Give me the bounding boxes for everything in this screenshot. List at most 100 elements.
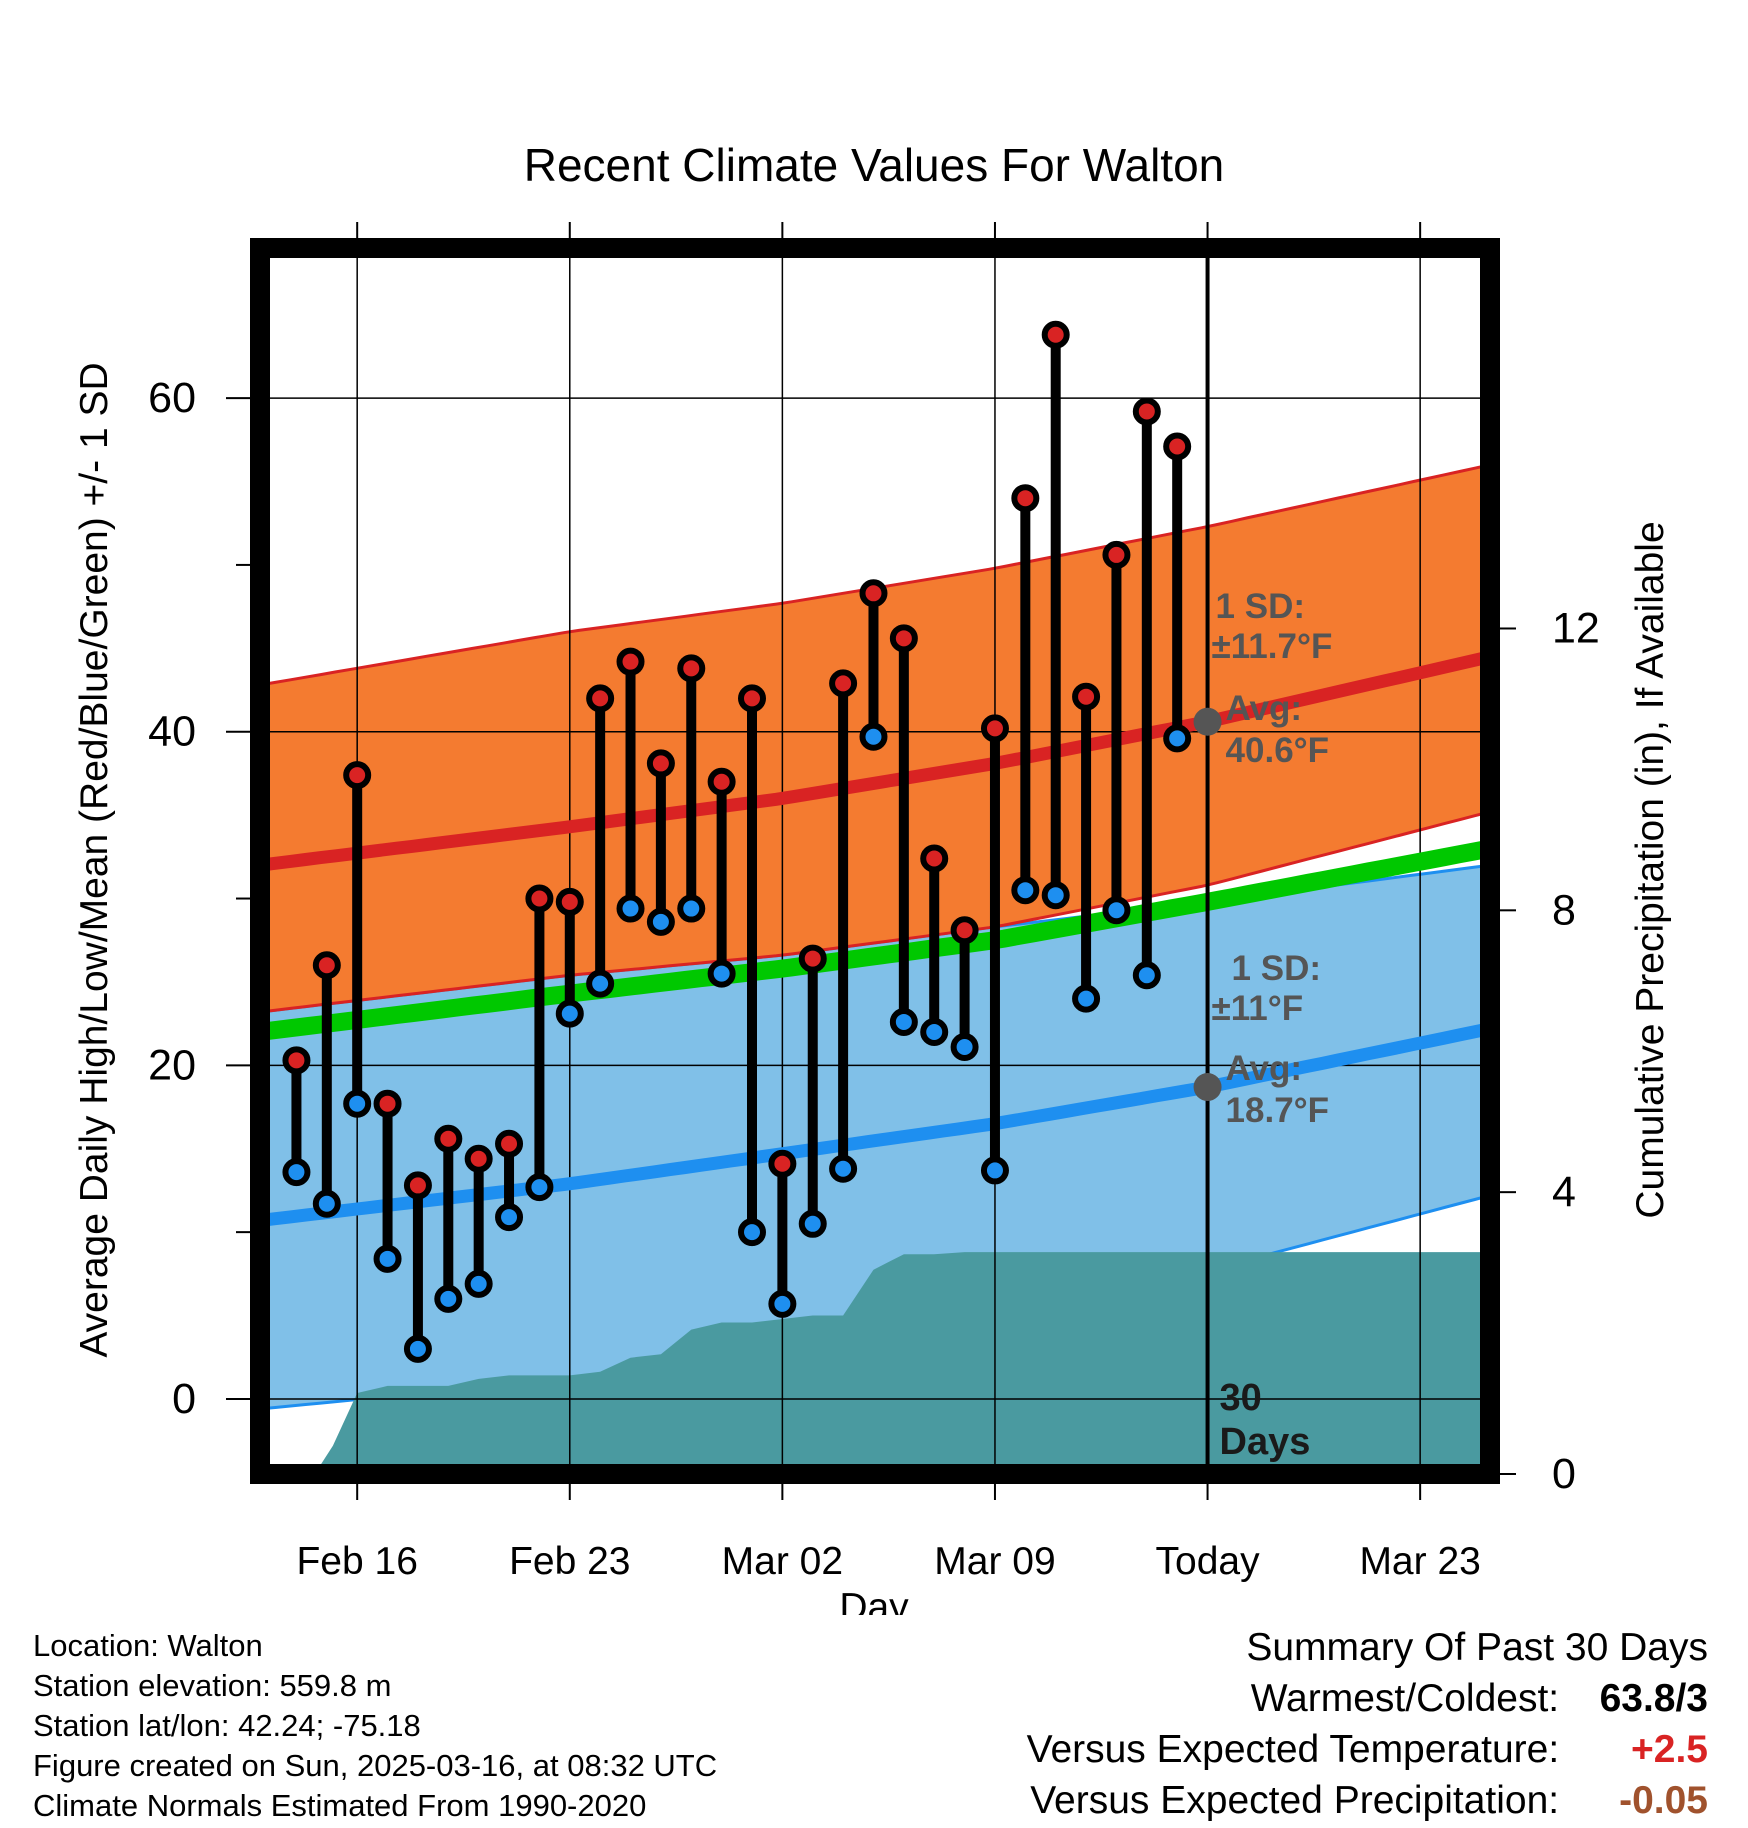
- daily-low-point: [1132, 961, 1161, 990]
- x-tick-label: Mar 02: [722, 1540, 843, 1583]
- y-right-tick-label: 8: [1552, 886, 1576, 934]
- daily-low-point: [889, 1007, 918, 1036]
- daily-high-point: [1163, 432, 1192, 461]
- high-avg-annotation: Avg:: [1226, 689, 1302, 728]
- high-today-avg-marker: [1193, 707, 1222, 736]
- daily-high-point: [677, 654, 706, 683]
- daily-low-point: [920, 1017, 949, 1046]
- high-avg-annotation: 40.6°F: [1226, 731, 1330, 770]
- today-days-label: Days: [1220, 1421, 1311, 1463]
- daily-low-point: [829, 1154, 858, 1183]
- daily-low-point: [616, 894, 645, 923]
- y-axis-label-left: Average Daily High/Low/Mean (Red/Blue/Gr…: [73, 362, 116, 1357]
- x-tick-label: Feb 16: [296, 1540, 417, 1583]
- daily-high-point: [859, 579, 888, 608]
- daily-low-point: [738, 1218, 766, 1247]
- climate-chart: Recent Climate Values For Walton Average…: [73, 139, 1672, 1615]
- low-sd-annotation: 1 SD:: [1232, 949, 1321, 988]
- y-left-tick-label: 0: [172, 1375, 196, 1423]
- normals-text: Climate Normals Estimated From 1990-2020: [33, 1788, 647, 1823]
- daily-low-point: [646, 907, 675, 936]
- daily-high-point: [464, 1144, 493, 1173]
- y-right-tick-label: 12: [1552, 604, 1600, 652]
- daily-low-point: [586, 969, 615, 998]
- normal-low-line: [260, 1022, 1490, 1227]
- precip-anomaly-value: -0.05: [1619, 1779, 1708, 1822]
- daily-low-point: [555, 999, 584, 1028]
- daily-high-point: [373, 1089, 402, 1118]
- plot-frame: [250, 238, 1500, 1484]
- summary-title: Summary Of Past 30 Days: [1246, 1626, 1708, 1669]
- x-tick-label: Today: [1156, 1540, 1261, 1583]
- x-axis-label: Day: [839, 1586, 909, 1615]
- location-text: Location: Walton: [33, 1628, 263, 1663]
- daily-high-point: [738, 684, 766, 713]
- high-sd-lower-line: [260, 810, 1490, 1014]
- daily-high-point: [555, 887, 584, 916]
- temp-anomaly-label: Versus Expected Temperature:: [1026, 1728, 1560, 1771]
- daily-low-point: [980, 1156, 1009, 1185]
- daily-high-point: [525, 884, 554, 913]
- latlon-text: Station lat/lon: 42.24; -75.18: [33, 1708, 421, 1743]
- daily-high-point: [980, 714, 1009, 743]
- low-avg-annotation: Avg:: [1226, 1049, 1302, 1088]
- warmest-coldest-value: 63.8/3: [1599, 1677, 1708, 1720]
- elevation-text: Station elevation: 559.8 m: [33, 1668, 392, 1703]
- daily-low-point: [1102, 896, 1131, 925]
- x-tick-label: Mar 23: [1359, 1540, 1480, 1583]
- high-sd-annotation: ±11.7°F: [1212, 627, 1333, 666]
- warmest-coldest-label: Warmest/Coldest:: [1250, 1677, 1560, 1720]
- daily-high-point: [616, 647, 645, 676]
- daily-high-point: [707, 767, 736, 796]
- low-today-avg-marker: [1193, 1073, 1222, 1102]
- daily-high-point: [403, 1171, 432, 1200]
- daily-low-point: [798, 1209, 827, 1238]
- daily-high-point: [586, 684, 615, 713]
- today-days-label: 30: [1220, 1377, 1262, 1419]
- normal-high-line: [260, 650, 1490, 872]
- daily-low-point: [343, 1089, 372, 1118]
- daily-low-point: [312, 1189, 341, 1218]
- daily-low-point: [859, 722, 888, 751]
- daily-low-point: [1163, 724, 1192, 753]
- daily-low-point: [1041, 881, 1070, 910]
- daily-high-point: [312, 951, 341, 980]
- precip-anomaly-label: Versus Expected Precipitation:: [1030, 1779, 1560, 1822]
- summary-panel: Summary Of Past 30 Days Warmest/Coldest:…: [1027, 1622, 1708, 1826]
- daily-high-point: [1102, 540, 1131, 569]
- daily-high-point: [1041, 320, 1070, 349]
- daily-low-point: [768, 1289, 797, 1318]
- station-info: Location: Walton Station elevation: 559.…: [33, 1626, 717, 1826]
- y-left-tick-label: 20: [148, 1041, 196, 1089]
- temp-anomaly-value: +2.5: [1631, 1728, 1708, 1771]
- chart-title: Recent Climate Values For Walton: [524, 139, 1225, 191]
- daily-low-point: [1011, 876, 1040, 905]
- daily-high-point: [950, 916, 979, 945]
- normal-mean-line: [260, 839, 1490, 1041]
- y-right-tick-label: 0: [1552, 1450, 1576, 1498]
- y-axis-label-right: Cumulative Precipitation (in), If Availa…: [1629, 521, 1672, 1218]
- daily-high-point: [768, 1149, 797, 1178]
- daily-low-point: [495, 1203, 524, 1232]
- daily-low-point: [403, 1334, 432, 1363]
- low-sd-annotation: ±11°F: [1212, 989, 1304, 1028]
- daily-high-point: [1072, 682, 1101, 711]
- daily-high-point: [829, 669, 858, 698]
- daily-high-point: [646, 749, 675, 778]
- precipitation-area: [260, 1252, 1490, 1474]
- daily-low-point: [707, 959, 736, 988]
- daily-high-point: [1011, 484, 1040, 513]
- x-tick-label: Mar 09: [934, 1540, 1055, 1583]
- daily-high-point: [495, 1129, 524, 1158]
- daily-high-point: [798, 944, 827, 973]
- high-sd-annotation: 1 SD:: [1216, 587, 1305, 626]
- y-right-tick-label: 4: [1552, 1168, 1576, 1216]
- daily-high-point: [343, 761, 372, 790]
- daily-low-point: [950, 1032, 979, 1061]
- daily-low-point: [1072, 984, 1101, 1013]
- daily-low-point: [677, 894, 706, 923]
- low-avg-annotation: 18.7°F: [1226, 1091, 1330, 1130]
- daily-low-point: [373, 1244, 402, 1273]
- created-text: Figure created on Sun, 2025-03-16, at 08…: [33, 1748, 718, 1783]
